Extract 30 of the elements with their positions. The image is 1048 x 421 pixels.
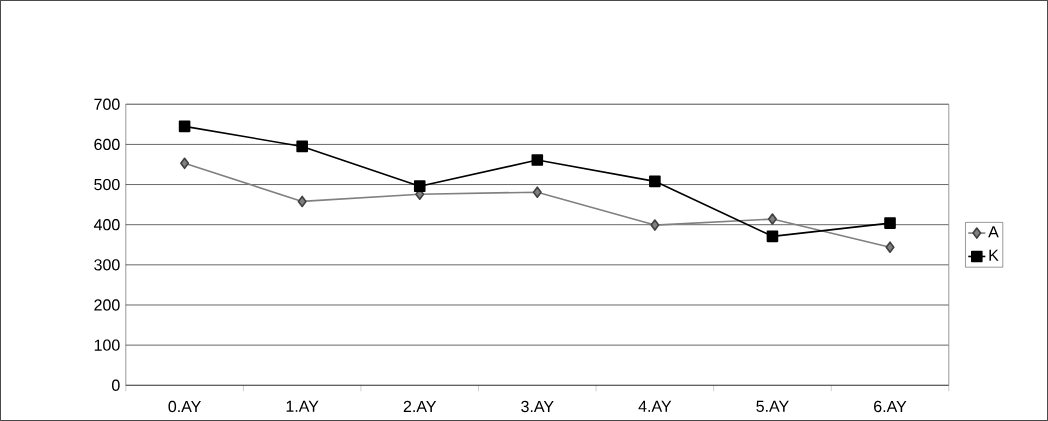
y-tick-label: 200 (94, 299, 120, 311)
y-tick-label: 500 (94, 178, 120, 191)
point (180, 157, 190, 170)
y-tick-label: 0 (112, 379, 120, 391)
x-tick-label: 1.AY (286, 400, 319, 412)
x-tick-label: 6.AY (874, 400, 907, 413)
point (650, 219, 660, 231)
point (297, 195, 307, 208)
x-tick-label: 4.AY (638, 400, 672, 412)
x-tick-label: 0.AY (168, 400, 201, 413)
point (884, 217, 896, 229)
x-tick-label: 5.AY (756, 400, 789, 412)
legend-label: K (989, 249, 999, 261)
point (296, 140, 308, 153)
x-tick-label: 2.AY (403, 400, 437, 412)
legend-label: A (988, 226, 999, 238)
y-tick-label: 100 (94, 339, 120, 351)
point (885, 241, 895, 253)
point (178, 120, 191, 133)
y-tick-label: 700 (94, 98, 120, 110)
y-tick-label: 300 (94, 259, 120, 271)
point (532, 186, 542, 198)
point (413, 180, 426, 192)
y-tick-label: 600 (94, 138, 120, 151)
point (531, 154, 544, 166)
x-tick-label: 3.AY (521, 400, 554, 413)
point (767, 213, 777, 225)
point (766, 230, 779, 243)
y-tick-label: 400 (93, 219, 120, 231)
point (649, 175, 661, 188)
